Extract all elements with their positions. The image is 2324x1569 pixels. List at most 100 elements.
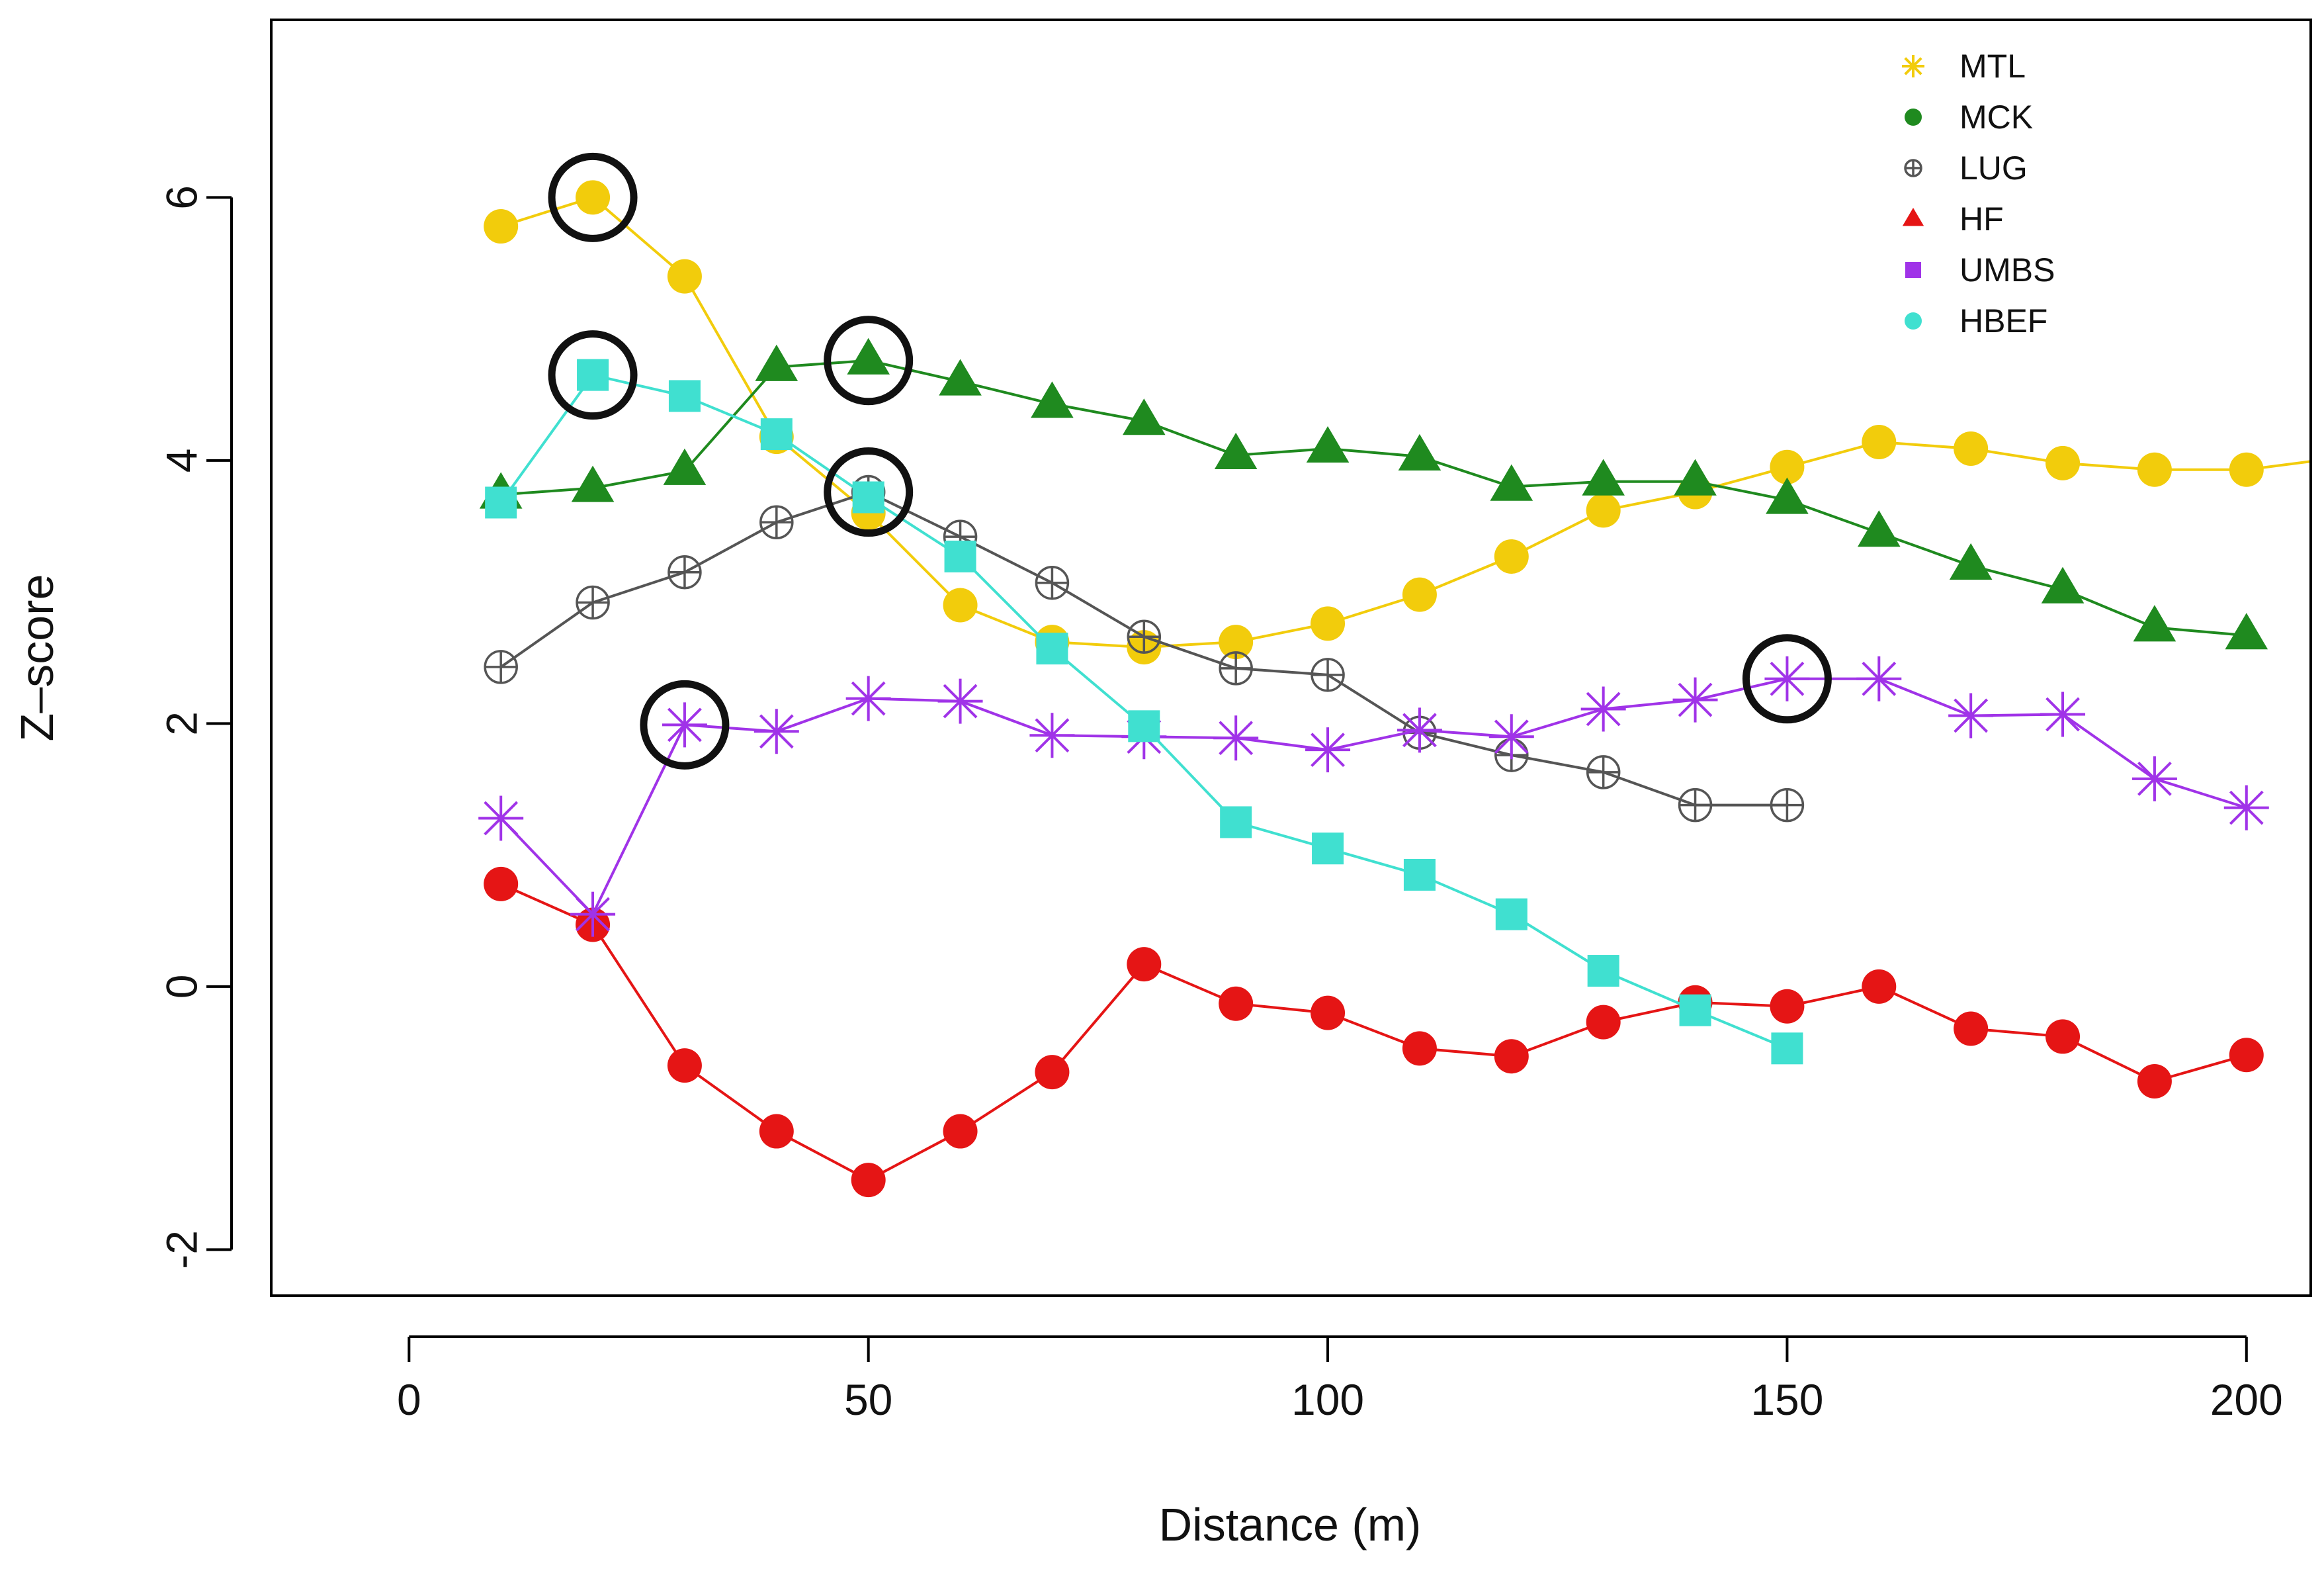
data-point-hbef	[1312, 832, 1344, 865]
data-point-mck	[1674, 459, 1717, 496]
series-hf	[484, 866, 2264, 1198]
data-point-umbs	[1672, 677, 1718, 723]
data-point-hf	[1219, 986, 1254, 1021]
data-point-mtl	[1402, 577, 1437, 612]
data-point-hf	[1862, 969, 1897, 1004]
highlight-ring	[640, 680, 730, 770]
data-point-mtl	[2137, 452, 2172, 487]
data-point-hbef	[1587, 955, 1619, 987]
data-point-mck	[2225, 613, 2268, 650]
legend-marker	[1902, 208, 1924, 226]
data-point-umbs	[1948, 693, 1994, 739]
data-point-lug	[1035, 565, 1070, 600]
data-point-mck	[1766, 477, 1809, 514]
data-point-lug	[1770, 787, 1805, 823]
data-point-hf	[2137, 1064, 2172, 1099]
plot-area	[478, 152, 2324, 1198]
data-point-lug	[1678, 787, 1713, 823]
data-point-mck	[939, 359, 982, 396]
data-point-hf	[1770, 989, 1805, 1024]
highlight-ring	[1742, 634, 1832, 724]
data-point-mck	[663, 448, 707, 485]
data-point-hbef	[1679, 994, 1711, 1026]
y-tick-label: -2	[157, 1230, 206, 1269]
legend-label: MCK	[1959, 99, 2033, 136]
data-point-hbef	[1495, 898, 1528, 930]
data-point-lug	[759, 505, 794, 540]
legend-item-mtl: MTL	[1902, 48, 2026, 85]
data-point-hbef	[944, 540, 976, 572]
data-point-umbs	[1856, 656, 1902, 701]
x-tick-label: 100	[1291, 1375, 1364, 1424]
data-point-mck	[571, 465, 615, 502]
data-point-hf	[1954, 1011, 1989, 1046]
data-point-hbef	[1128, 710, 1160, 742]
legend-label: HF	[1959, 201, 2004, 238]
highlight-ring	[824, 447, 914, 537]
data-point-hbef	[485, 486, 517, 519]
data-point-umbs	[570, 891, 616, 937]
data-point-hf	[1494, 1039, 1529, 1074]
legend-item-umbs: UMBS	[1905, 251, 2055, 289]
x-tick-label: 200	[2210, 1375, 2283, 1424]
data-point-mck	[1306, 426, 1350, 463]
data-point-umbs	[2040, 692, 2086, 737]
legend-marker	[1905, 312, 1922, 330]
data-point-umbs	[937, 678, 983, 724]
data-point-umbs	[478, 795, 524, 841]
highlight-ring	[548, 152, 638, 242]
x-tick-label: 50	[844, 1375, 892, 1424]
data-point-umbs	[1029, 713, 1075, 758]
data-point-mck	[1031, 381, 1074, 418]
legend-label: HBEF	[1959, 302, 2047, 339]
legend-item-hf: HF	[1902, 201, 2004, 238]
data-point-mtl	[1770, 449, 1805, 484]
series-umbs	[478, 656, 2269, 937]
y-tick-label: 4	[157, 448, 206, 472]
data-point-hbef	[668, 380, 701, 412]
highlight-layer	[548, 152, 1832, 770]
legend-marker	[1904, 159, 1922, 177]
data-point-mtl	[2321, 441, 2324, 475]
data-point-mtl	[1494, 539, 1529, 574]
data-point-mck	[2133, 605, 2176, 642]
legend-item-hbef: HBEF	[1905, 302, 2047, 339]
data-point-umbs	[1305, 727, 1351, 773]
data-point-lug	[484, 650, 518, 684]
data-point-lug	[1219, 651, 1253, 686]
data-point-mck	[1490, 464, 1533, 501]
highlight-ring	[824, 316, 914, 406]
data-point-hf	[759, 1114, 794, 1149]
legend-marker	[1905, 262, 1921, 278]
data-point-lug	[667, 555, 702, 590]
legend-item-lug: LUG	[1904, 150, 2028, 187]
series-line-mck	[501, 359, 2247, 637]
data-point-hbef	[852, 481, 884, 514]
data-point-mtl	[1862, 425, 1897, 460]
series-line-umbs	[499, 677, 2247, 917]
highlight-ring	[548, 330, 638, 420]
data-point-umbs	[2223, 785, 2269, 830]
data-point-umbs	[1397, 707, 1442, 753]
x-axis: 0 50 100 150 200	[397, 1335, 2283, 1424]
data-point-mtl	[2229, 452, 2264, 487]
data-point-hf	[851, 1163, 886, 1198]
series-mck	[479, 337, 2268, 650]
data-point-hf	[1586, 1005, 1621, 1040]
legend: MTL MCK LUG HF UMBS HBEF	[1902, 48, 2055, 339]
legend-item-mck: MCK	[1905, 99, 2033, 136]
data-point-umbs	[1488, 714, 1534, 760]
x-tick-label: 150	[1750, 1375, 1823, 1424]
data-point-mtl	[576, 180, 611, 215]
data-point-mck	[1582, 459, 1625, 496]
data-point-mck	[1214, 432, 1258, 469]
data-point-umbs	[2131, 756, 2177, 801]
data-point-umbs	[1764, 656, 1810, 701]
plot-frame	[270, 19, 2312, 1297]
data-point-mck	[1398, 433, 1442, 471]
data-point-mtl	[1954, 431, 1989, 466]
data-point-hbef	[760, 418, 793, 451]
data-point-hbef	[1036, 633, 1068, 665]
data-point-mtl	[667, 259, 702, 294]
